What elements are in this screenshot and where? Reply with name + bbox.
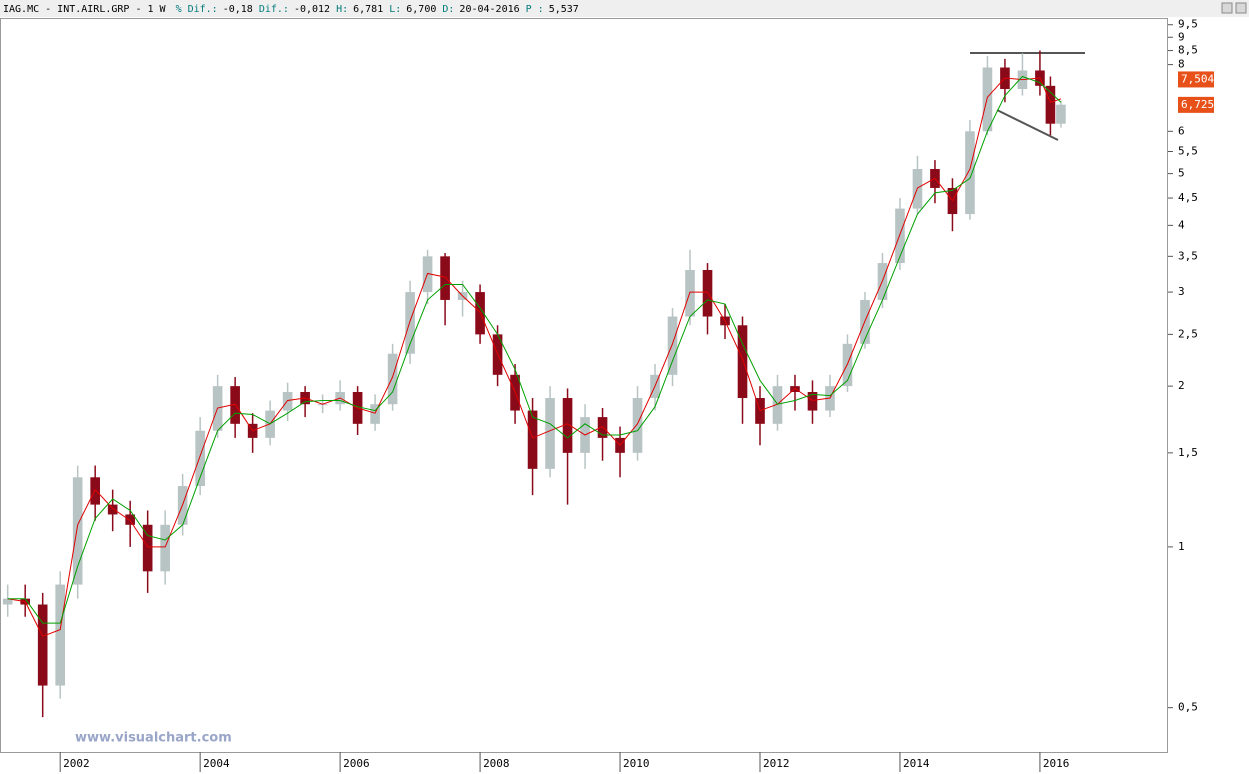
header-value: 6,700 bbox=[406, 4, 436, 15]
candle-body bbox=[807, 392, 818, 411]
header-label: % Dif.: bbox=[176, 4, 218, 15]
price-tag bbox=[1178, 71, 1214, 88]
candle-body bbox=[667, 316, 678, 375]
y-tick-label: 3 bbox=[1178, 285, 1185, 298]
window-button[interactable] bbox=[1221, 2, 1233, 14]
candle-body bbox=[702, 269, 713, 317]
header-value: 20-04-2016 bbox=[459, 4, 519, 15]
candle-body bbox=[125, 514, 135, 525]
header-label: L: bbox=[389, 4, 401, 15]
candle-body bbox=[895, 208, 905, 264]
candle-body bbox=[387, 353, 398, 405]
header-value: 5,537 bbox=[549, 4, 579, 15]
y-tick-label: 9 bbox=[1178, 30, 1185, 43]
candle-body bbox=[965, 131, 975, 215]
candle-body bbox=[527, 410, 538, 469]
y-tick-label: 9,5 bbox=[1178, 18, 1198, 31]
candle-body bbox=[440, 256, 450, 300]
header-value: 6,781 bbox=[353, 4, 383, 15]
price-tag bbox=[1178, 96, 1214, 113]
header-label: H: bbox=[336, 4, 348, 15]
candle-body bbox=[55, 584, 65, 686]
plot-area bbox=[0, 18, 1168, 753]
candle-body bbox=[370, 404, 380, 424]
candle-body bbox=[1056, 104, 1066, 124]
y-tick-label: 3,5 bbox=[1178, 249, 1198, 262]
x-tick-label: 2016 bbox=[1043, 757, 1070, 770]
candle-body bbox=[597, 417, 608, 438]
watermark: www.visualchart.com bbox=[75, 731, 232, 746]
candle-body bbox=[772, 386, 783, 424]
x-tick-label: 2008 bbox=[483, 757, 510, 770]
y-tick-label: 5 bbox=[1178, 167, 1185, 180]
header-value: -0,012 bbox=[294, 4, 330, 15]
moving-average bbox=[7, 75, 1062, 624]
header-label: Dif.: bbox=[259, 4, 289, 15]
candle-body bbox=[632, 398, 643, 453]
y-tick-label: 1 bbox=[1178, 540, 1185, 553]
y-tick-label: 5,5 bbox=[1178, 145, 1198, 158]
y-tick-label: 0,5 bbox=[1178, 701, 1198, 714]
window-button[interactable] bbox=[1235, 2, 1247, 14]
y-tick-label: 2,5 bbox=[1178, 327, 1198, 340]
y-tick-label: 4,5 bbox=[1178, 191, 1198, 204]
candle-body bbox=[90, 477, 100, 505]
candle-body bbox=[405, 292, 415, 354]
candle-body bbox=[737, 325, 748, 399]
x-tick-label: 2002 bbox=[63, 757, 90, 770]
candle-body bbox=[1045, 85, 1056, 124]
trend-line bbox=[996, 109, 1059, 141]
header-value: -0,18 bbox=[223, 4, 253, 15]
price-tag-label: 7,504 bbox=[1181, 72, 1214, 85]
candle-body bbox=[72, 477, 83, 585]
x-tick-label: 2006 bbox=[343, 757, 370, 770]
x-tick-label: 2014 bbox=[903, 757, 930, 770]
y-tick-label: 6 bbox=[1178, 124, 1185, 137]
candle-body bbox=[160, 524, 170, 572]
candle-body bbox=[982, 67, 993, 132]
price-tag-label: 6,725 bbox=[1181, 98, 1214, 111]
header-bar bbox=[0, 0, 1249, 17]
candle-body bbox=[2, 598, 13, 605]
y-tick-label: 1,5 bbox=[1178, 446, 1198, 459]
candle-body bbox=[142, 524, 153, 572]
y-tick-label: 4 bbox=[1178, 218, 1185, 231]
candle-body bbox=[562, 398, 573, 453]
candle-body bbox=[37, 604, 48, 686]
y-tick-label: 8 bbox=[1178, 58, 1185, 71]
x-tick-label: 2010 bbox=[623, 757, 650, 770]
y-tick-label: 2 bbox=[1178, 379, 1185, 392]
candle-body bbox=[107, 504, 118, 515]
moving-average bbox=[7, 77, 1062, 637]
x-tick-label: 2012 bbox=[763, 757, 790, 770]
x-tick-label: 2004 bbox=[203, 757, 230, 770]
y-tick-label: 8,5 bbox=[1178, 44, 1198, 57]
header: IAG.MC - INT.AIRL.GRP - 1 W % Dif.: -0,18 D… bbox=[3, 4, 579, 15]
candle-body bbox=[195, 430, 205, 487]
header-label: P : bbox=[526, 4, 544, 15]
header-title: IAG.MC - INT.AIRL.GRP - 1 W bbox=[3, 4, 167, 15]
header-label: D: bbox=[442, 4, 454, 15]
candle-body bbox=[545, 398, 555, 469]
